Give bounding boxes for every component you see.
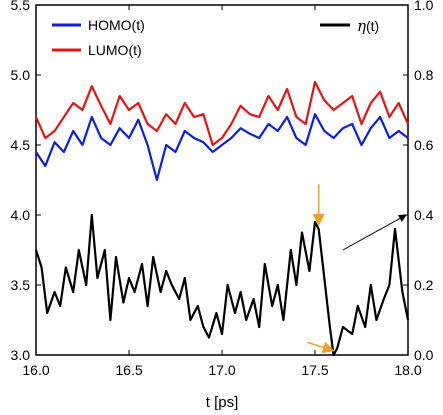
x-axis-title: t [ps]	[206, 394, 239, 411]
legend-eta-label: η(t)	[357, 17, 379, 35]
y-left-tick-label: 4.5	[11, 137, 31, 153]
legend-eta-symbol: η	[357, 17, 366, 35]
legend-lumo-label: LUMO(t)	[88, 42, 142, 58]
legend-homo-label: HOMO(t)	[88, 17, 145, 33]
series-line-lumot	[34, 80, 410, 147]
y-right-tick-label: 0.6	[414, 137, 434, 153]
x-tick-label: 17.0	[208, 362, 235, 378]
y-left-tick-label: 5.0	[11, 67, 31, 83]
annotation-arrow-axis	[342, 214, 407, 251]
y-right-tick-label: 0.0	[414, 347, 434, 363]
series-line-eta	[34, 213, 410, 357]
y-left-tick-label: 3.0	[11, 347, 31, 363]
y-right-tick-label: 0.8	[414, 67, 434, 83]
x-tick-label: 17.5	[301, 362, 328, 378]
x-tick-label: 16.5	[115, 362, 142, 378]
legend-eta-arg: (t)	[366, 18, 379, 34]
y-left-tick-label: 3.5	[11, 277, 31, 293]
y-left-tick-label: 5.5	[11, 0, 31, 13]
series-line-homot	[35, 113, 409, 182]
x-tick-label: 18.0	[394, 362, 421, 378]
legend: HOMO(t) LUMO(t) η(t)	[52, 17, 379, 58]
y-right-tick-label: 0.2	[414, 277, 434, 293]
x-tick-label: 16.0	[22, 362, 49, 378]
annotation-arrow-min	[307, 341, 335, 354]
y-right-tick-label: 0.4	[414, 207, 434, 223]
y-right-tick-label: 1.0	[414, 0, 434, 13]
y-left-tick-label: 4.0	[11, 207, 31, 223]
axis-ticks: 16.0 16.5 17.0 17.5 18.0 3.0 3.5 4.0 4.5 5.0 5.5 0.…	[11, 0, 434, 378]
